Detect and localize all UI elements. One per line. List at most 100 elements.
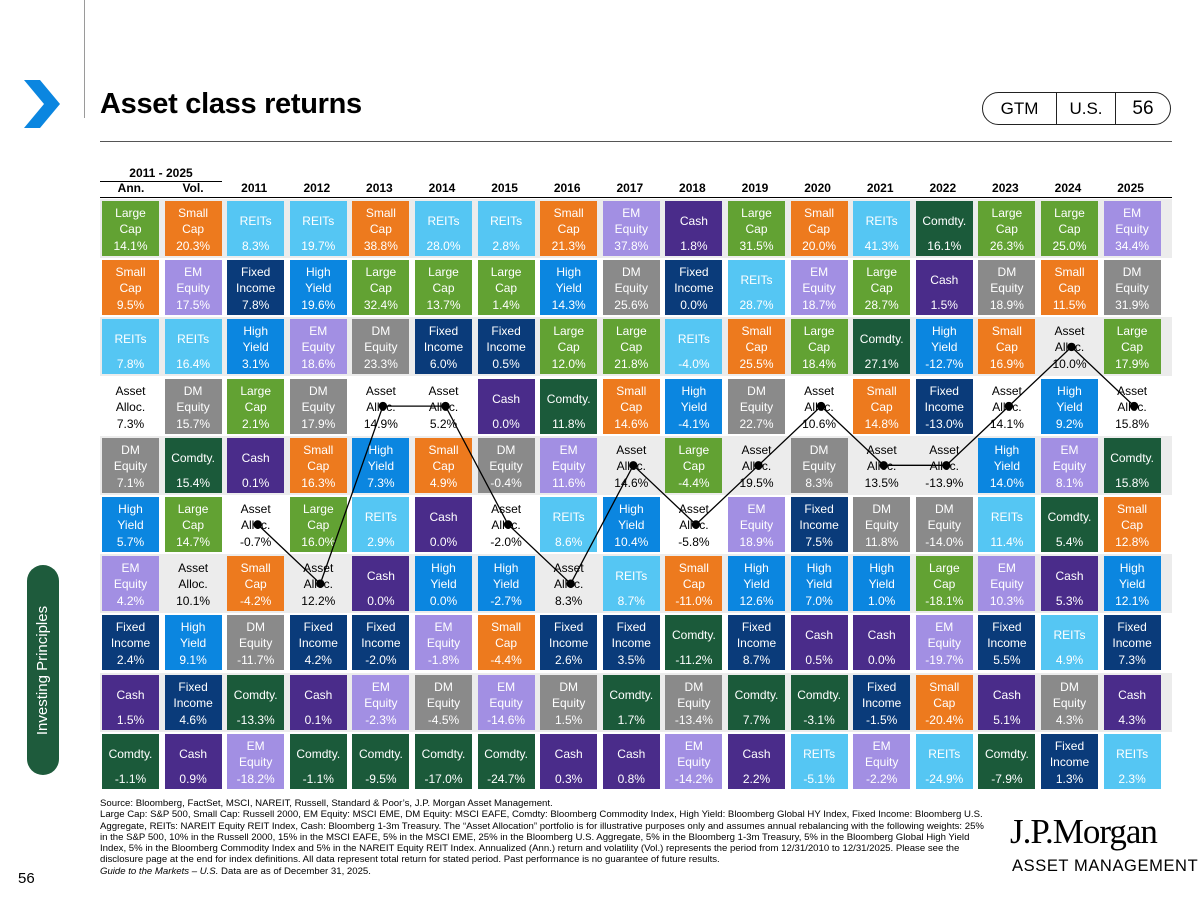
- return-value: 1.7%: [617, 712, 645, 727]
- asset-name: Comdty.: [422, 737, 466, 771]
- year-2018-cell-fixed-income: Fixed Income 0.0%: [665, 260, 723, 316]
- year-2021-cell-comdty: Comdty. 27.1%: [853, 319, 911, 375]
- asset-name-line: DM: [997, 265, 1017, 280]
- asset-name-line: DM: [621, 265, 641, 280]
- asset-name: Comdty.: [171, 441, 215, 475]
- asset-name-line: Equity: [1115, 222, 1149, 236]
- return-value: -4.2%: [240, 594, 272, 609]
- return-value: 4.2%: [116, 594, 145, 609]
- asset-name-line: Cap: [557, 222, 580, 236]
- asset-name-line: REITs: [302, 214, 335, 228]
- return-value: -2.2%: [866, 771, 898, 786]
- asset-name-line: Income: [298, 636, 338, 651]
- asset-name-line: Cap: [557, 340, 580, 355]
- asset-name-line: Equity: [1052, 695, 1087, 710]
- asset-name-line: Yield: [242, 340, 269, 355]
- return-value: 8.3%: [242, 239, 270, 253]
- asset-name-line: Equity: [677, 754, 711, 769]
- asset-name: DM Equity: [615, 263, 648, 297]
- footnote-guide-date: Data are as of December 31, 2025.: [218, 865, 371, 877]
- year-2016-cell-cash: Cash 0.3%: [540, 733, 598, 789]
- return-value: 21.3%: [551, 239, 586, 253]
- asset-name: EM Equity: [1053, 441, 1086, 475]
- asset-name-line: Income: [173, 695, 213, 710]
- return-value: 18.6%: [301, 357, 336, 372]
- asset-name-line: Yield: [117, 518, 144, 532]
- asset-name-line: Large: [177, 502, 209, 516]
- asset-name-line: REITs: [490, 214, 523, 228]
- year-header: 2017: [616, 181, 644, 195]
- return-value: 10.4%: [614, 535, 649, 549]
- asset-name-line: EM: [246, 738, 265, 753]
- year-2020-cell-high-yield: High Yield 7.0%: [790, 556, 848, 612]
- year-2015-cell-cash: Cash 0.0%: [477, 378, 535, 434]
- year-2015-cell-em-equity: EM Equity -14.6%: [477, 674, 535, 730]
- annualized-cell-comdty: Comdty. -1.1%: [102, 733, 159, 789]
- asset-name: High Yield: [493, 559, 519, 593]
- asset-name-line: Fixed: [178, 679, 208, 694]
- asset-name: Asset Alloc.: [679, 500, 709, 534]
- asset-name-line: Asset: [365, 383, 396, 398]
- asset-name: DM Equity: [239, 618, 272, 652]
- return-value: -13.0%: [925, 416, 964, 431]
- return-value: -11.2%: [675, 653, 713, 668]
- year-2022-cell-fixed-income: Fixed Income -13.0%: [915, 378, 973, 434]
- asset-name: Small Cap: [1054, 263, 1084, 297]
- asset-name-line: Large: [803, 324, 835, 339]
- asset-name-line: EM: [559, 442, 578, 457]
- asset-name-line: Small: [741, 324, 772, 339]
- asset-name-line: Large: [553, 324, 585, 339]
- return-value: 23.3%: [363, 357, 398, 372]
- return-value: 11.6%: [552, 475, 586, 490]
- return-value: 12.0%: [551, 357, 586, 372]
- asset-name: Large Cap: [804, 322, 835, 356]
- asset-name-line: Income: [987, 636, 1027, 651]
- return-value: 0.3%: [555, 771, 583, 786]
- year-2024-cell-dm-equity: DM Equity 4.3%: [1041, 674, 1098, 730]
- year-2017-cell-reits: REITs 8.7%: [602, 556, 660, 612]
- asset-name: Asset Alloc.: [867, 441, 897, 475]
- asset-name: Large Cap: [679, 441, 710, 475]
- asset-name-line: Equity: [489, 695, 523, 710]
- asset-name-line: Equity: [364, 340, 398, 355]
- year-2025-cell-small-cap: Small Cap 12.8%: [1103, 497, 1161, 552]
- year-2013-cell-reits: REITs 2.9%: [352, 497, 410, 552]
- asset-name: Small Cap: [303, 441, 333, 475]
- year-2019-cell-dm-equity: DM Equity 22.7%: [728, 378, 785, 434]
- return-value: 14.0%: [989, 475, 1024, 490]
- year-2019-cell-high-yield: High Yield 12.6%: [728, 556, 785, 612]
- return-value: 7.5%: [805, 535, 833, 549]
- asset-name: Asset Alloc.: [929, 441, 959, 475]
- asset-name: Large Cap: [1117, 322, 1148, 356]
- year-2023-cell-em-equity: EM Equity 10.3%: [978, 556, 1036, 612]
- annualized-cell-cash: Cash 1.5%: [102, 674, 159, 730]
- year-2012-cell-reits: REITs 19.7%: [289, 201, 347, 256]
- return-value: 1.5%: [930, 298, 958, 313]
- return-value: 20.3%: [176, 239, 211, 253]
- title-rule: [100, 141, 1172, 142]
- asset-name: High Yield: [1119, 559, 1145, 593]
- asset-name: Large Cap: [866, 263, 897, 297]
- year-2020-cell-comdty: Comdty. -3.1%: [790, 674, 848, 730]
- year-2023-cell-small-cap: Small Cap 16.9%: [978, 319, 1036, 375]
- asset-name-line: EM: [747, 502, 766, 516]
- return-value: 0.0%: [429, 535, 458, 549]
- asset-name-line: Cap: [682, 577, 705, 592]
- asset-name: DM Equity: [176, 382, 209, 416]
- asset-name-line: Equity: [489, 458, 523, 473]
- year-2019-cell-reits: REITs 28.7%: [728, 260, 785, 316]
- volatility-cell-high-yield: High Yield 9.1%: [164, 615, 222, 671]
- year-header: 2016: [553, 181, 581, 195]
- return-value: 25.0%: [1052, 239, 1087, 253]
- asset-name-line: Alloc.: [929, 458, 959, 473]
- asset-name: Comdty.: [860, 322, 904, 356]
- asset-name-line: Fixed: [867, 679, 897, 694]
- asset-name-line: REITs: [990, 510, 1023, 524]
- year-2013-cell-large-cap: Large Cap 32.4%: [352, 260, 410, 316]
- year-2017-cell-high-yield: High Yield 10.4%: [602, 497, 660, 552]
- year-2013-cell-comdty: Comdty. -9.5%: [352, 733, 410, 789]
- year-2018-cell-cash: Cash 1.8%: [665, 201, 723, 256]
- year-2013-cell-high-yield: High Yield 7.3%: [352, 437, 410, 493]
- asset-name: REITs: [553, 500, 585, 534]
- asset-name-line: Asset: [428, 383, 459, 398]
